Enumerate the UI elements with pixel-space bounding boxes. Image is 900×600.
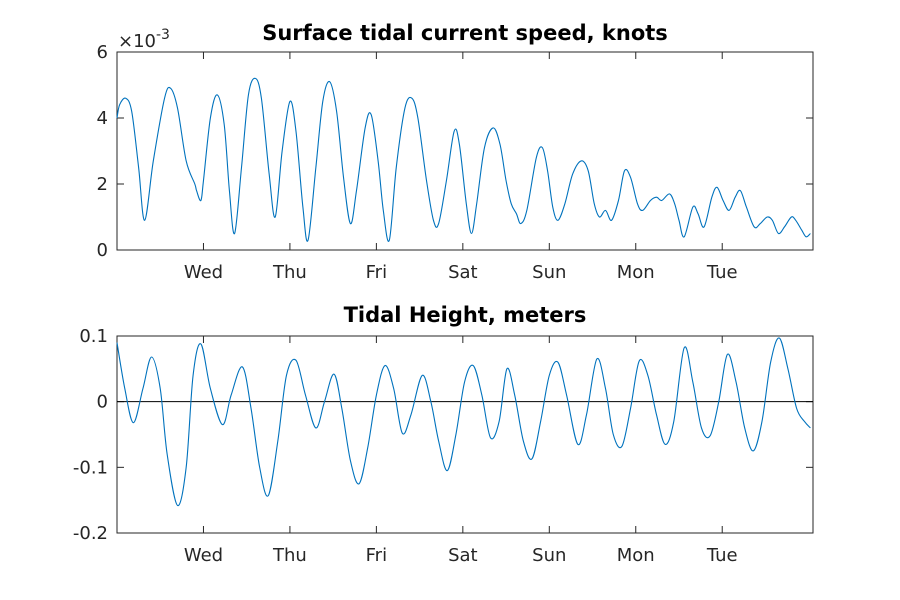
current-speed-xtick-label: Sun xyxy=(532,262,566,283)
exponent-base: ×10 xyxy=(118,31,156,52)
tidal-height-line xyxy=(116,337,811,506)
tidal-height-series xyxy=(116,337,813,506)
current-speed-title: Surface tidal current speed, knots xyxy=(262,21,668,45)
tidal-height-ytick-label: 0.1 xyxy=(79,326,108,347)
tidal-height-xtick-label: Sun xyxy=(532,545,566,566)
current-speed-ytick-label: 6 xyxy=(97,42,108,63)
tidal-height-xtick-label: Mon xyxy=(617,545,655,566)
current-speed-xtick-label: Thu xyxy=(272,262,307,283)
current-speed-xtick-label: Sat xyxy=(448,262,478,283)
current-speed-xtick-label: Tue xyxy=(706,262,738,283)
current-speed-xtick-label: Fri xyxy=(366,262,387,283)
tidal-height-xtick-label: Wed xyxy=(184,545,223,566)
tidal-height-xtick-label: Thu xyxy=(272,545,307,566)
current-speed-exponent: ×10-3 xyxy=(118,27,170,52)
tidal-height-xtick-label: Tue xyxy=(706,545,738,566)
tidal-height-ytick-label: 0 xyxy=(97,392,108,413)
current-speed-line xyxy=(116,77,811,242)
current-speed-xtick-label: Mon xyxy=(617,262,655,283)
current-speed-panel: Surface tidal current speed, knots ×10-3… xyxy=(97,21,814,283)
current-speed-ytick-label: 0 xyxy=(97,240,108,261)
current-speed-plot-area xyxy=(116,51,814,251)
tidal-height-ytick-label: -0.2 xyxy=(73,523,108,544)
current-speed-ytick-label: 4 xyxy=(97,108,108,129)
tidal-height-ytick-label: -0.1 xyxy=(73,457,108,478)
exponent-power: -3 xyxy=(156,27,170,43)
tidal-height-panel: Tidal Height, meters -0.2 -0.1 0 0.1 Wed Thu F… xyxy=(73,303,814,566)
current-speed-series xyxy=(116,77,811,242)
tidal-height-xtick-label: Sat xyxy=(448,545,478,566)
current-speed-xtick-label: Wed xyxy=(184,262,223,283)
tidal-height-title: Tidal Height, meters xyxy=(344,303,587,327)
current-speed-ticks: 0 2 4 6 Wed Thu Fri Sat Sun Mon Tue xyxy=(97,42,813,283)
tidal-height-plot-area xyxy=(116,335,814,534)
tidal-height-ticks: -0.2 -0.1 0 0.1 Wed Thu Fri Sat Sun Mon Tue xyxy=(73,326,813,566)
tidal-height-xtick-label: Fri xyxy=(366,545,387,566)
current-speed-ytick-label: 2 xyxy=(97,174,108,195)
